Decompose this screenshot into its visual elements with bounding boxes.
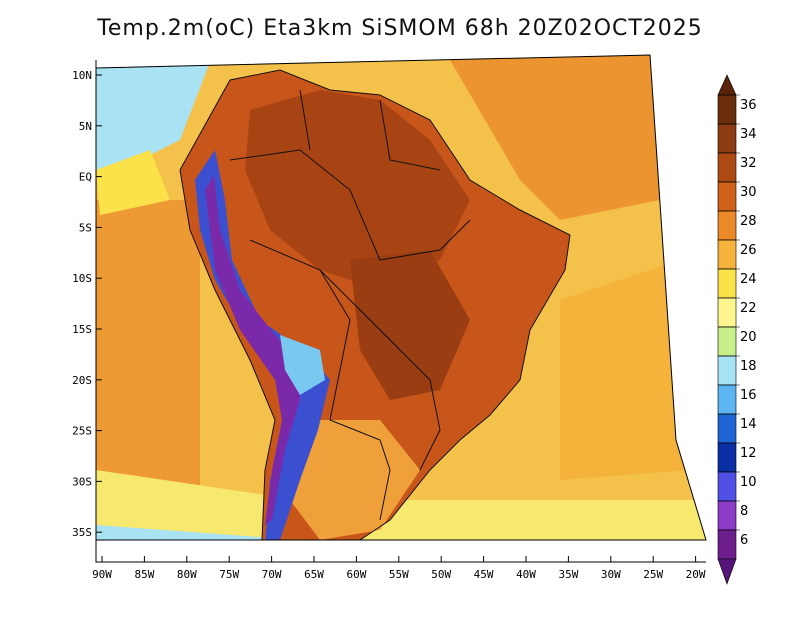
lon-tick-label: 50W [431, 568, 451, 581]
colorbar-label: 26 [740, 243, 757, 258]
lon-tick-label: 40W [516, 568, 536, 581]
central-brazil-hot-region [350, 250, 470, 400]
colorbar-segment [717, 94, 737, 125]
colorbar-label: 24 [740, 272, 757, 287]
lon-tick-label: 60W [346, 568, 366, 581]
lon-tick-label: 45W [474, 568, 494, 581]
lat-tick-label: 5S [79, 221, 92, 234]
country-borders [179, 69, 571, 540]
lat-tick-label: 30S [72, 475, 92, 488]
colorbar-segment [717, 326, 737, 357]
lon-tick-label: 90W [92, 568, 112, 581]
colorbar-segment [717, 355, 737, 386]
lon-tick-label: 25W [643, 568, 663, 581]
atlantic-mild-region [560, 260, 690, 480]
colorbar-label: 10 [740, 475, 757, 490]
map-title: Temp.2m(oC) Eta3km SiSMOM 68h 20Z02OCT20… [97, 16, 703, 41]
colorbar-label: 32 [740, 156, 757, 171]
lat-tick-label: 25S [72, 425, 92, 438]
pacific-mild-region [96, 150, 170, 215]
lat-tick-label: 15S [72, 323, 92, 336]
pacific-warm-region [96, 200, 200, 540]
lat-tick-label: 35S [72, 526, 92, 539]
latitude-axis: 10N 5N EQ 5S 10S 15S 20S 25S 30S 35S [72, 69, 102, 539]
colorbar-segment [717, 471, 737, 502]
colorbar-segment [717, 268, 737, 299]
amazon-hot-region [245, 90, 470, 290]
lon-tick-label: 20W [686, 568, 706, 581]
colorbar-segment [717, 297, 737, 328]
lon-tick-label: 85W [134, 568, 154, 581]
lon-tick-label: 30W [601, 568, 621, 581]
altiplano-region [280, 335, 325, 395]
colorbar-label: 22 [740, 301, 757, 316]
colorbar-label: 12 [740, 446, 757, 461]
colorbar-label: 6 [740, 533, 748, 548]
colorbar-bottom-arrow [717, 558, 737, 585]
colorbar-segment [717, 384, 737, 415]
andes-coldest-band [205, 175, 300, 525]
pacific-cool-region [96, 62, 210, 175]
colorbar-segment [717, 529, 737, 560]
lon-tick-label: 35W [558, 568, 578, 581]
colorbar-label: 8 [740, 504, 748, 519]
temperature-colorbar: 36 34 32 30 28 26 24 22 20 18 16 14 12 10 8 6 [717, 74, 757, 585]
colorbar-label: 30 [740, 185, 757, 200]
temperature-field [96, 55, 706, 540]
lat-tick-label: 10S [72, 272, 92, 285]
colorbar-segment [717, 181, 737, 212]
colorbar-segment [717, 413, 737, 444]
lat-tick-label: 5N [79, 120, 92, 133]
colorbar-label: 34 [740, 127, 757, 142]
colorbar-label: 14 [740, 417, 757, 432]
lon-tick-label: 70W [262, 568, 282, 581]
lat-tick-label: 20S [72, 374, 92, 387]
colorbar-segment [717, 210, 737, 241]
colorbar-label: 20 [740, 330, 757, 345]
lon-tick-label: 55W [389, 568, 409, 581]
colorbar-segment [717, 239, 737, 270]
lat-tick-label: 10N [72, 69, 92, 82]
lon-tick-label: 75W [219, 568, 239, 581]
colorbar-label: 36 [740, 98, 757, 113]
colorbar-segment [717, 500, 737, 531]
lat-tick-label: EQ [79, 171, 92, 184]
longitude-axis: 90W 85W 80W 75W 70W 65W 60W 55W 50W 45W 40W 35W 30W 2… [92, 556, 706, 581]
lon-tick-label: 65W [304, 568, 324, 581]
southern-cone-mild-region [290, 420, 420, 540]
atlantic-warm-region [450, 55, 660, 220]
colorbar-label: 28 [740, 214, 757, 229]
lon-tick-label: 80W [177, 568, 197, 581]
colorbar-top-arrow [717, 74, 737, 96]
colorbar-label: 16 [740, 388, 757, 403]
colorbar-segment [717, 442, 737, 473]
colorbar-segment [717, 152, 737, 183]
colorbar-segment [717, 123, 737, 154]
colorbar-label: 18 [740, 359, 757, 374]
